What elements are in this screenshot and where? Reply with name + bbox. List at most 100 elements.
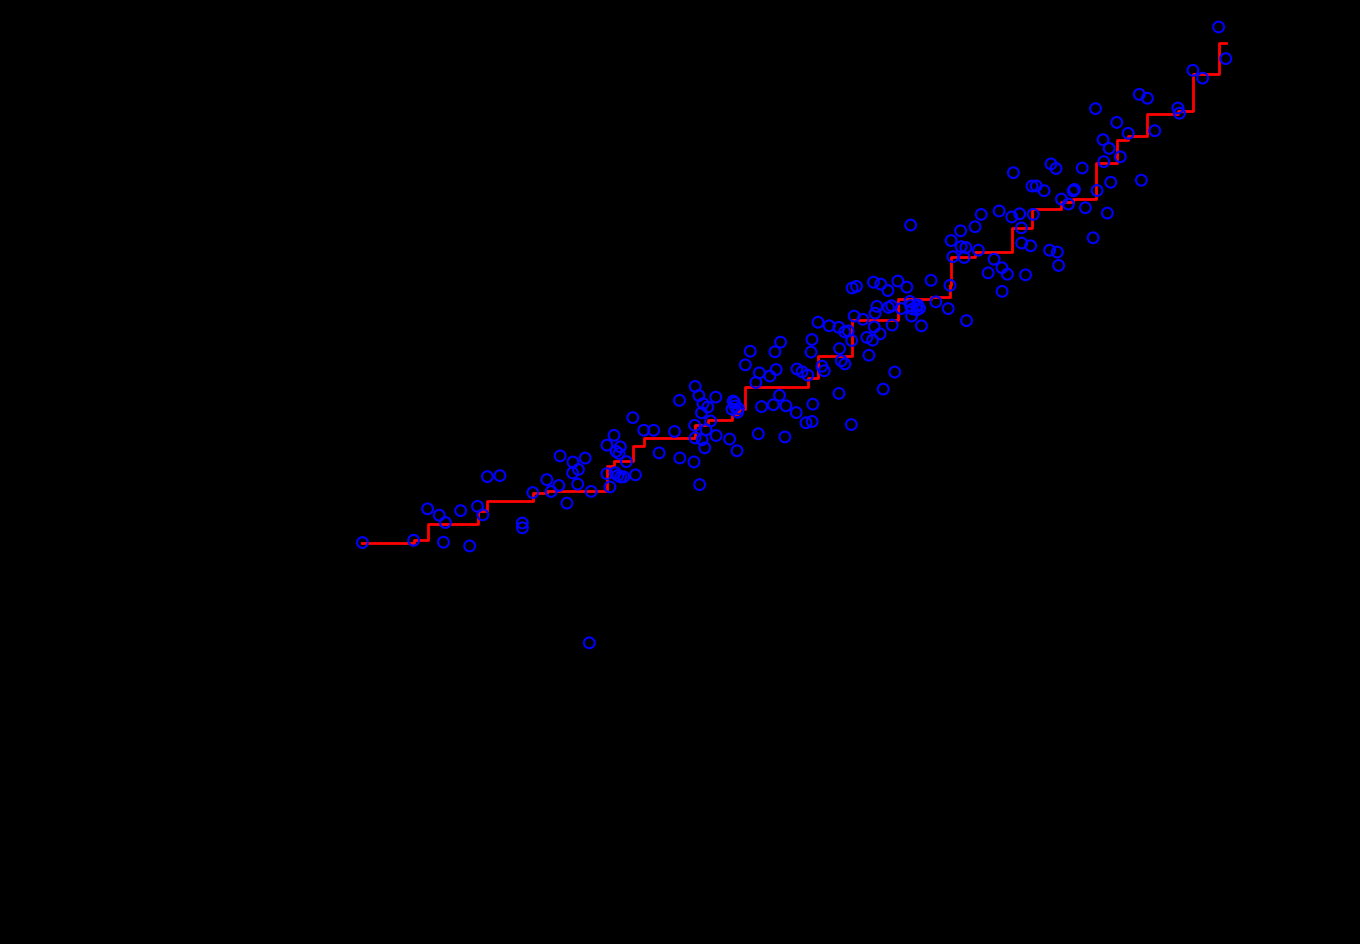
Point [1182,62,1204,77]
Point [858,347,880,362]
Point [991,284,1013,299]
Point [684,430,706,446]
Point [540,484,562,499]
Point [549,448,571,464]
Point [522,485,544,500]
Point [683,454,704,469]
Point [643,423,665,438]
Point [887,274,908,289]
Point [1137,91,1159,106]
Point [694,440,715,455]
Point [704,390,726,405]
Point [1085,101,1107,116]
Point [567,477,589,492]
Point [669,450,691,465]
Point [1072,160,1093,176]
Point [967,243,989,258]
Point [692,396,714,412]
Point [726,443,748,458]
Point [902,301,923,316]
Point [900,217,922,232]
Point [605,444,627,459]
Point [608,446,630,461]
Point [1100,175,1122,190]
Point [864,306,885,321]
Point [511,520,533,535]
Point [801,413,823,429]
Point [728,401,749,416]
Point [1015,267,1036,282]
Point [604,465,626,480]
Point [881,317,903,332]
Point [1096,206,1118,221]
Point [581,484,602,499]
Point [870,277,892,292]
Point [855,329,877,345]
Point [842,280,864,295]
Point [770,334,792,349]
Point [450,503,472,518]
Point [838,324,860,339]
Point [574,450,596,465]
Point [688,477,710,492]
Point [906,302,928,317]
Point [1106,115,1127,130]
Point [792,364,813,379]
Point [562,465,583,480]
Point [1144,123,1166,138]
Point [1130,173,1152,188]
Point [751,399,772,414]
Point [624,467,646,482]
Point [819,318,840,333]
Point [1191,71,1213,86]
Point [940,278,962,293]
Point [900,309,922,324]
Point [1058,196,1080,211]
Point [843,309,865,324]
Point [1092,132,1114,147]
Point [862,275,884,290]
Point [828,341,850,356]
Point [472,507,494,522]
Point [1168,106,1190,121]
Point [1039,243,1061,258]
Point [1064,182,1085,197]
Point [864,319,885,334]
Point [906,298,928,313]
Point [718,431,740,447]
Point [775,398,797,413]
Point [684,379,706,394]
Point [1110,149,1132,164]
Point [613,469,635,484]
Point [956,313,978,329]
Point [828,386,850,401]
Point [908,301,930,316]
Point [785,405,806,420]
Point [607,468,628,483]
Point [881,298,903,313]
Point [978,265,1000,280]
Point [899,294,921,309]
Point [466,498,488,514]
Point [1002,165,1024,180]
Point [609,439,631,454]
Point [891,301,913,316]
Point [840,417,862,432]
Point [458,538,480,553]
Point [602,428,624,443]
Point [622,410,643,425]
Point [1044,160,1066,176]
Point [1046,244,1068,260]
Point [942,249,964,264]
Point [567,462,589,477]
Point [951,239,972,254]
Point [632,423,654,438]
Point [786,362,808,377]
Point [877,283,899,298]
Point [476,469,498,484]
Point [1020,238,1042,253]
Point [989,204,1010,219]
Point [1208,20,1229,35]
Point [428,508,450,523]
Point [797,367,819,382]
